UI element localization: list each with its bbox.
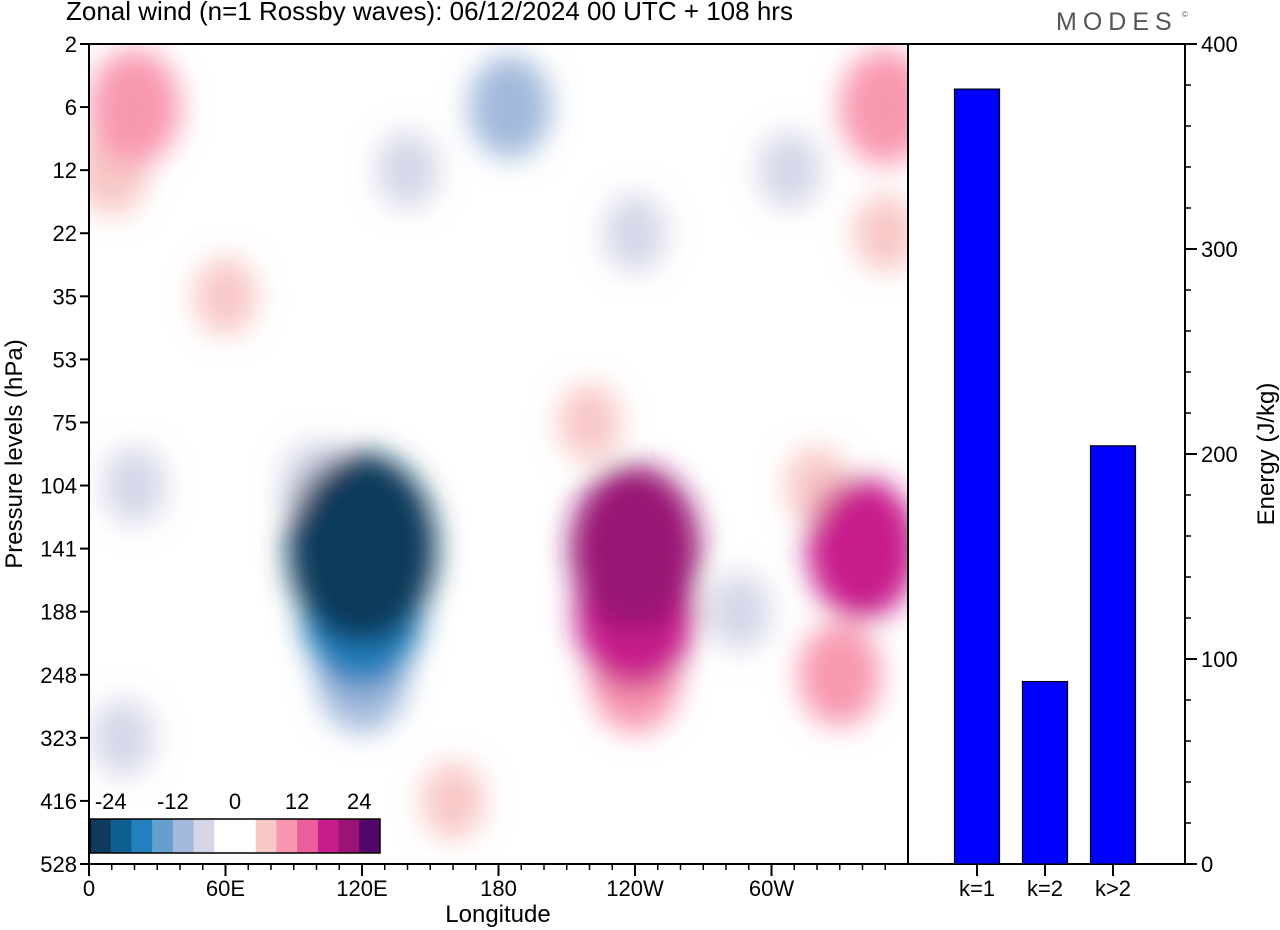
y-tick-label: 323 <box>40 726 77 751</box>
heatmap-cell <box>102 446 167 525</box>
chart-title: Zonal wind (n=1 Rossby waves): 06/12/202… <box>66 0 793 26</box>
bar-category-label: k=1 <box>959 876 995 901</box>
colorbar-swatch <box>235 819 257 853</box>
colorbar-swatch <box>255 819 277 853</box>
colorbar-swatch <box>359 819 381 853</box>
colorbar-swatch <box>317 819 340 853</box>
colorbar-swatch <box>90 819 112 853</box>
bar-k>2 <box>1089 445 1137 865</box>
y-tick-label: 22 <box>53 221 77 246</box>
bar-k=2 <box>1021 680 1069 865</box>
x-tick-label: 120E <box>336 876 387 901</box>
heatmap-cell <box>853 194 908 273</box>
heatmap-cell <box>806 477 908 620</box>
x-axis-title: Longitude <box>445 901 550 928</box>
bar-series <box>953 88 1137 865</box>
heatmap-cell <box>193 257 258 336</box>
brand-mark: © <box>1182 10 1188 19</box>
heatmap-cell <box>708 572 772 651</box>
colorbar-swatch <box>193 819 215 853</box>
brand-logo: MODES <box>1056 8 1178 36</box>
y-tick-label: 188 <box>40 600 77 625</box>
heatmap-cell <box>91 699 155 777</box>
contour-field <box>89 49 908 840</box>
heatmap-cell <box>758 131 822 209</box>
y-tick-label: 141 <box>40 537 77 562</box>
y-tick-label: 53 <box>53 347 77 372</box>
colorbar-swatch <box>338 819 360 853</box>
heatmap-cell <box>89 49 181 166</box>
colorbar-swatch <box>297 819 319 853</box>
y-tick-label: 35 <box>53 284 77 309</box>
y-tick-label: 2 <box>65 32 77 57</box>
y-tick-label: 6 <box>65 95 77 120</box>
colorbar: -24 -12 0 12 24 <box>89 789 381 854</box>
colorbar-label: 12 <box>285 789 309 814</box>
bar-category-label: k=2 <box>1027 876 1063 901</box>
y-axis-title: Pressure levels (hPa) <box>1 339 28 568</box>
heatmap-cell <box>569 465 701 633</box>
x-tick-label: 0 <box>83 876 95 901</box>
colorbar-label: 0 <box>229 789 241 814</box>
heatmap-cell <box>375 131 440 209</box>
y-tick-label: 104 <box>40 474 77 499</box>
colorbar-label: 24 <box>347 789 371 814</box>
x-tick-label: 60E <box>206 876 245 901</box>
heatmap-cell <box>798 623 881 727</box>
colorbar-swatch <box>276 819 298 853</box>
colorbar-label: -12 <box>157 789 189 814</box>
heatmap-cell <box>839 49 908 166</box>
colorbar-label: -24 <box>95 789 127 814</box>
y-tick-label: 248 <box>40 663 77 688</box>
heatmap-cell <box>557 383 622 462</box>
bar-y-tick-label: 100 <box>1201 647 1238 672</box>
bar-y-tick-label: 300 <box>1201 237 1238 262</box>
x-tick-label: 60W <box>749 876 794 901</box>
heatmap-cell <box>287 452 437 646</box>
heatmap-cell <box>468 55 552 159</box>
bar-y-tick-label: 400 <box>1201 32 1238 57</box>
y-tick-label: 416 <box>40 789 77 814</box>
colorbar-swatch <box>131 819 153 853</box>
bar-y-tick-label: 0 <box>1201 852 1213 877</box>
colorbar-swatch <box>152 819 174 853</box>
heatmap-cell <box>421 762 485 840</box>
x-tick-label: 120W <box>606 876 664 901</box>
bar-y-tick-label: 200 <box>1201 442 1238 467</box>
bar-y-axis-title: Energy (J/kg) <box>1253 383 1280 526</box>
y-tick-label: 528 <box>40 852 77 877</box>
colorbar-swatch <box>110 819 132 853</box>
colorbar-swatch <box>214 819 236 853</box>
y-tick-label: 75 <box>53 410 77 435</box>
heatmap-cell <box>603 194 667 273</box>
bar-k=1 <box>953 88 1001 865</box>
bar-category-label: k>2 <box>1095 876 1131 901</box>
y-tick-label: 12 <box>53 158 77 183</box>
colorbar-swatch <box>172 819 195 853</box>
x-tick-label: 180 <box>480 876 517 901</box>
